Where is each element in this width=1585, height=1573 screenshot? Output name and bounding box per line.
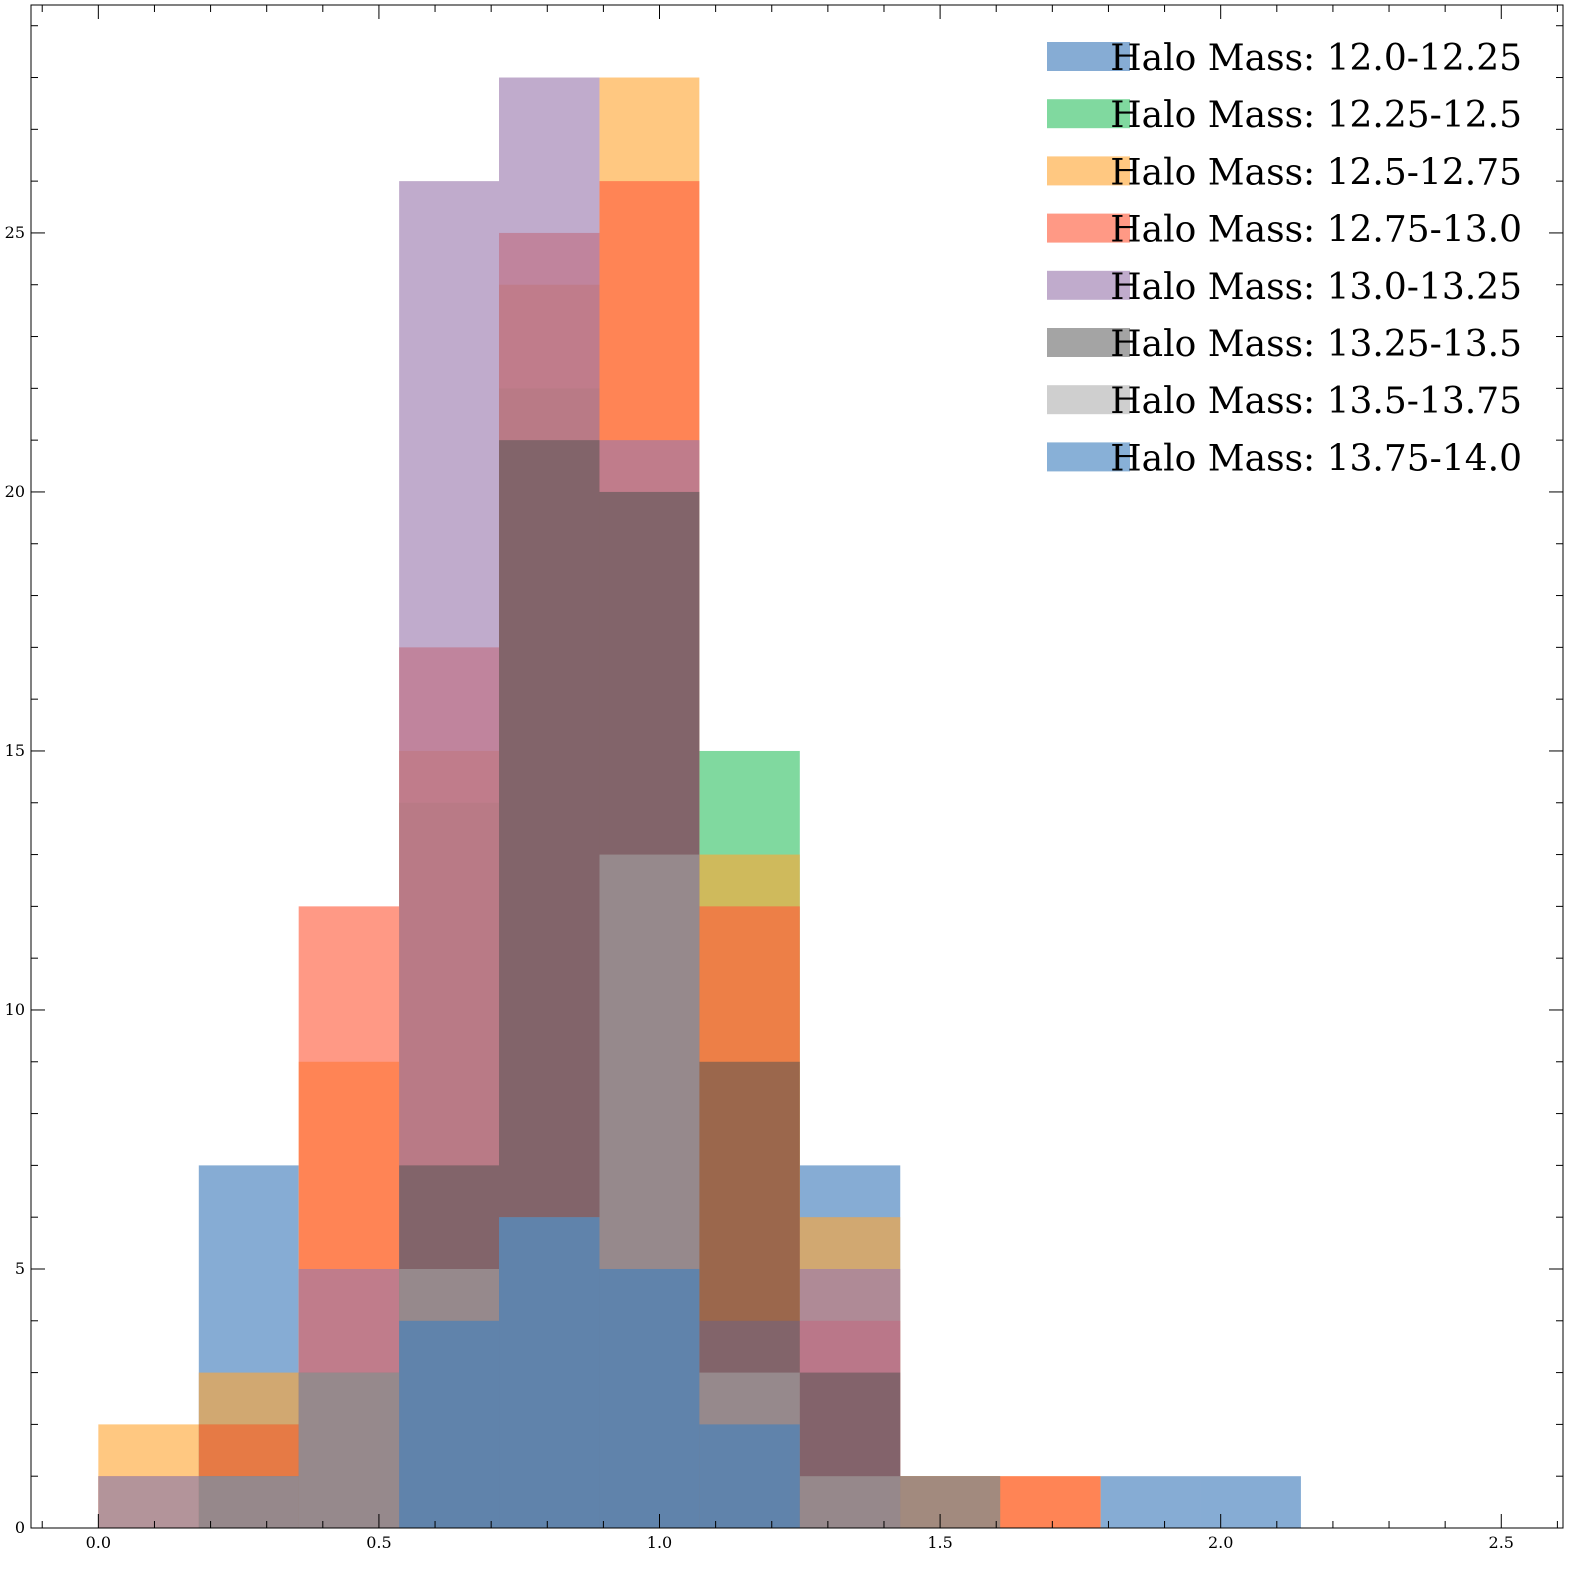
legend-swatch-6 bbox=[1047, 328, 1130, 357]
y-tick-label: 10 bbox=[5, 1000, 25, 1019]
y-tick-label: 20 bbox=[5, 482, 25, 501]
y-tick-label: 5 bbox=[15, 1259, 25, 1278]
legend-swatch-7 bbox=[1047, 385, 1130, 415]
y-tick-label: 15 bbox=[5, 741, 25, 760]
legend-swatch-5 bbox=[1047, 270, 1130, 300]
bar-series-7-bin-9 bbox=[900, 1476, 1001, 1528]
x-tick-label: 0.0 bbox=[86, 1533, 111, 1552]
bar-series-8-bin-5 bbox=[499, 1217, 600, 1528]
legend-label-1: Halo Mass: 12.0-12.25 bbox=[1110, 38, 1522, 79]
x-tick-label: 2.0 bbox=[1208, 1533, 1233, 1552]
legend-swatch-3 bbox=[1047, 156, 1130, 186]
x-tick-label: 1.5 bbox=[927, 1533, 952, 1552]
y-tick-label: 25 bbox=[5, 223, 25, 242]
bar-series-8-bin-7 bbox=[699, 1424, 800, 1528]
series-8-bars bbox=[399, 1217, 800, 1528]
bar-series-7-bin-3 bbox=[298, 1372, 400, 1528]
bars-layer bbox=[98, 77, 1301, 1529]
legend-swatch-1 bbox=[1047, 42, 1130, 71]
axes-layer: 0.0 0.5 1.0 1.5 2.0 2.5 0 5 10 15 20 25 bbox=[5, 4, 1564, 1552]
legend-label-2: Halo Mass: 12.25-12.5 bbox=[1110, 95, 1522, 136]
legend-label-6: Halo Mass: 13.25-13.5 bbox=[1110, 324, 1522, 365]
x-tick-label: 0.5 bbox=[366, 1533, 391, 1552]
legend-label-4: Halo Mass: 12.75-13.0 bbox=[1110, 210, 1522, 251]
bar-series-1-bin-11 bbox=[1100, 1476, 1201, 1528]
legend-swatch-4 bbox=[1047, 213, 1130, 243]
bar-series-7-bin-1 bbox=[98, 1476, 199, 1528]
legend-label-5: Halo Mass: 13.0-13.25 bbox=[1110, 267, 1522, 308]
y-tick-label: 0 bbox=[15, 1518, 25, 1537]
bar-series-8-bin-6 bbox=[599, 1268, 700, 1528]
bar-series-4-bin-10 bbox=[1000, 1476, 1101, 1528]
plot-frame bbox=[30, 4, 1564, 1529]
legend: Halo Mass: 12.0-12.25 Halo Mass: 12.25-12… bbox=[1047, 38, 1522, 479]
legend-label-8: Halo Mass: 13.75-14.0 bbox=[1110, 438, 1522, 479]
legend-label-7: Halo Mass: 13.5-13.75 bbox=[1110, 381, 1522, 422]
bar-series-7-bin-2 bbox=[198, 1476, 299, 1528]
bar-series-8-bin-4 bbox=[399, 1320, 500, 1528]
legend-label-3: Halo Mass: 12.5-12.75 bbox=[1110, 152, 1522, 193]
bar-series-1-bin-12 bbox=[1200, 1476, 1301, 1528]
legend-swatch-8 bbox=[1047, 442, 1130, 472]
bar-series-7-bin-8 bbox=[799, 1476, 901, 1528]
x-tick-label: 2.5 bbox=[1489, 1533, 1514, 1552]
x-tick-label: 1.0 bbox=[647, 1533, 672, 1552]
legend-swatch-2 bbox=[1047, 99, 1130, 129]
